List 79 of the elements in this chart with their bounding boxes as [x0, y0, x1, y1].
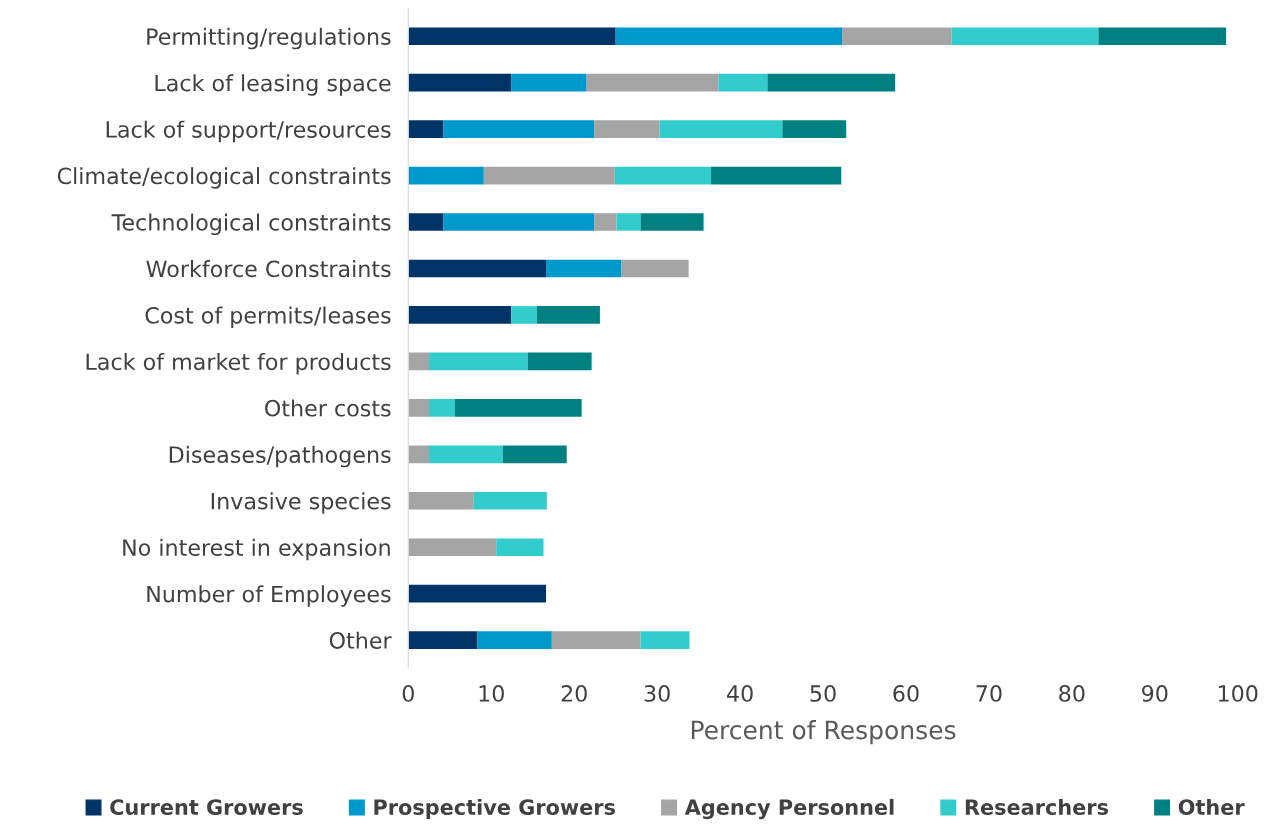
bar [408, 352, 430, 371]
bar [511, 73, 587, 92]
bar [767, 73, 896, 92]
y-tick-label: Technological constraints [111, 213, 391, 236]
y-tick-label: Other costs [265, 399, 391, 417]
y-tick-label: Invasive species [211, 492, 391, 514]
bar [408, 445, 430, 464]
y-tick-label: Other [329, 631, 392, 649]
bar [616, 213, 641, 231]
x-tick-label: 100 [1218, 685, 1258, 702]
legend-label: Other [1178, 798, 1245, 816]
bar [408, 73, 512, 92]
bar [477, 631, 552, 649]
bar [536, 306, 600, 324]
y-tick-label: Climate/ecological constraints [57, 167, 391, 189]
bar [502, 445, 567, 464]
bar [408, 584, 546, 603]
bar [483, 166, 615, 185]
bar [408, 120, 444, 138]
x-tick-label: 30 [644, 685, 670, 702]
bar [782, 120, 847, 138]
bar [594, 120, 660, 138]
bar [640, 631, 690, 649]
bar [454, 399, 582, 417]
bar [511, 306, 537, 324]
bar [408, 213, 444, 231]
bar [443, 120, 595, 138]
legend-label: Agency Personnel [684, 798, 894, 820]
x-tick-label: 60 [893, 685, 919, 702]
bar [496, 538, 544, 557]
x-tick-label: 10 [479, 685, 504, 702]
bar [546, 259, 622, 278]
bar [551, 631, 641, 649]
bar [443, 213, 595, 231]
y-tick-label: Diseases/pathogens [169, 445, 391, 468]
bar [842, 27, 952, 46]
bar [711, 166, 842, 185]
bar [951, 27, 1099, 46]
y-tick-label: Lack of market for products [86, 352, 391, 375]
bar [408, 166, 484, 185]
y-tick-label: Lack of support/resources [106, 120, 391, 143]
x-tick-label: 50 [810, 685, 836, 702]
x-tick-label: 90 [1142, 685, 1168, 702]
x-axis-title: Percent of Responses [691, 720, 956, 745]
bar [615, 27, 843, 46]
y-tick-label: No interest in expansion [123, 538, 390, 561]
legend-label: Current Growers [110, 799, 303, 816]
legend-label: Prospective Growers [374, 798, 615, 820]
bar [408, 27, 616, 46]
x-tick-label: 70 [976, 685, 1002, 702]
bar [614, 166, 712, 185]
bar [640, 213, 704, 231]
bar [718, 73, 768, 92]
bar [527, 352, 592, 371]
bar [659, 120, 783, 138]
y-tick-label: Lack of leasing space [155, 74, 391, 96]
y-tick-label: Workforce Constraints [146, 260, 391, 278]
y-tick-label: Permitting/regulations [147, 27, 391, 50]
bar [429, 445, 503, 464]
bar [408, 259, 546, 278]
bar [429, 399, 455, 417]
bar [408, 631, 478, 649]
x-tick-label: 80 [1059, 685, 1085, 702]
bar [408, 399, 430, 417]
bar [408, 306, 512, 324]
bar [408, 491, 474, 510]
bar [473, 491, 547, 510]
bar [429, 352, 528, 371]
bar [586, 73, 719, 92]
x-tick-label: 0 [402, 685, 414, 702]
bar [594, 213, 617, 231]
legend-label: Researchers [965, 798, 1108, 816]
y-tick-label: Cost of permits/leases [145, 306, 391, 329]
bar [621, 259, 689, 278]
bar [1098, 27, 1227, 46]
bar [408, 538, 497, 557]
x-tick-label: 20 [561, 685, 587, 702]
y-tick-label: Number of Employees [147, 585, 391, 607]
x-tick-label: 40 [727, 685, 753, 702]
